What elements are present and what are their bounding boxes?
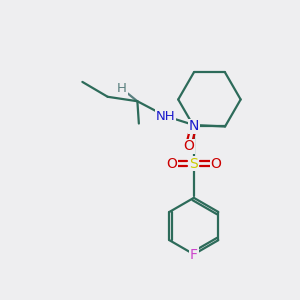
Text: S: S bbox=[190, 157, 198, 171]
Text: H: H bbox=[117, 82, 127, 95]
Text: NH: NH bbox=[156, 110, 176, 123]
Text: O: O bbox=[166, 157, 177, 171]
Text: F: F bbox=[190, 248, 198, 262]
Text: O: O bbox=[211, 157, 222, 171]
Text: O: O bbox=[183, 140, 194, 153]
Text: N: N bbox=[189, 119, 199, 134]
